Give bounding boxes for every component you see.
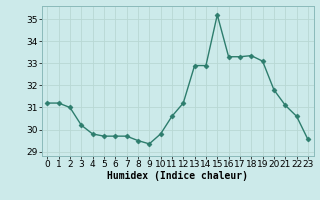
X-axis label: Humidex (Indice chaleur): Humidex (Indice chaleur)	[107, 171, 248, 181]
